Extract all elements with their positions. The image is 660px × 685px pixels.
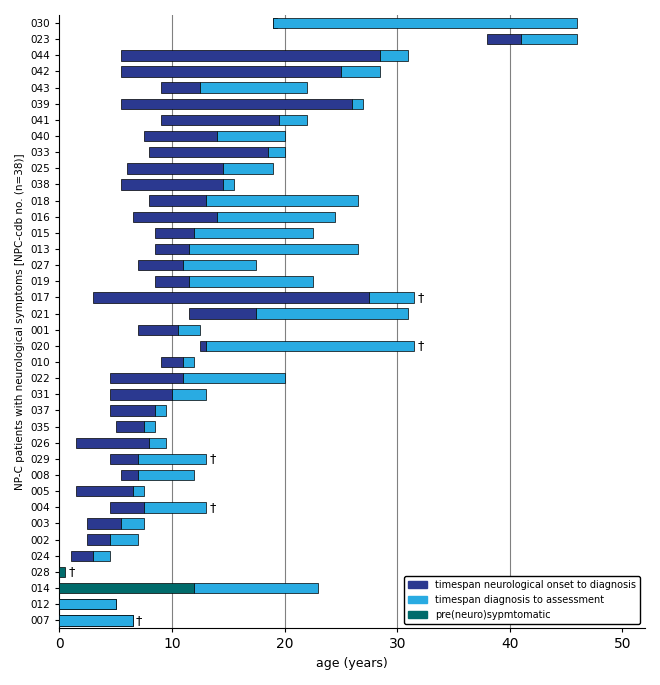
Bar	[222, 179, 234, 190]
Bar	[189, 276, 313, 286]
Bar	[178, 325, 200, 335]
Bar	[121, 99, 352, 109]
Bar	[149, 147, 268, 158]
Bar	[268, 147, 284, 158]
Bar	[121, 179, 222, 190]
Bar	[110, 453, 138, 464]
Bar	[110, 389, 172, 399]
Bar	[133, 212, 217, 222]
Bar	[93, 551, 110, 561]
Bar	[206, 195, 358, 206]
Bar	[110, 502, 144, 512]
Bar	[222, 163, 273, 173]
Bar	[144, 502, 206, 512]
X-axis label: age (years): age (years)	[316, 657, 388, 670]
Bar	[341, 66, 380, 77]
Text: †: †	[209, 452, 216, 465]
Text: †: †	[209, 501, 216, 514]
Bar	[279, 114, 307, 125]
Bar	[257, 308, 409, 319]
Bar	[195, 227, 313, 238]
Legend: timespan neurological onset to diagnosis, timespan diagnosis to assessment, pre(: timespan neurological onset to diagnosis…	[404, 576, 640, 623]
Bar	[110, 534, 138, 545]
Bar	[189, 308, 257, 319]
Bar	[155, 276, 189, 286]
Bar	[149, 438, 166, 448]
Bar	[155, 227, 195, 238]
Bar	[76, 486, 133, 497]
Bar	[149, 195, 206, 206]
Bar	[133, 486, 144, 497]
Bar	[217, 131, 284, 141]
Text: †: †	[418, 340, 424, 352]
Bar	[200, 82, 307, 93]
Bar	[121, 50, 380, 60]
Bar	[93, 292, 369, 303]
Bar	[76, 438, 149, 448]
Bar	[183, 260, 257, 271]
Bar	[521, 34, 578, 45]
Bar	[183, 357, 195, 367]
Bar	[138, 470, 195, 480]
Bar	[138, 260, 183, 271]
Y-axis label: NP-C patients with neurological symptoms [NPC-cdb no. (n=38)]: NP-C patients with neurological symptoms…	[15, 153, 25, 490]
Bar	[273, 18, 578, 28]
Bar	[59, 566, 65, 577]
Bar	[160, 114, 279, 125]
Bar	[59, 615, 133, 625]
Bar	[110, 406, 155, 416]
Bar	[121, 66, 341, 77]
Bar	[217, 212, 335, 222]
Bar	[380, 50, 409, 60]
Bar	[88, 519, 121, 529]
Bar	[71, 551, 93, 561]
Bar	[160, 357, 183, 367]
Bar	[273, 18, 277, 28]
Bar	[189, 244, 358, 254]
Bar	[144, 421, 155, 432]
Bar	[155, 406, 166, 416]
Bar	[487, 34, 521, 45]
Bar	[59, 599, 116, 610]
Bar	[160, 82, 200, 93]
Bar	[206, 340, 414, 351]
Bar	[121, 519, 144, 529]
Text: †: †	[418, 291, 424, 304]
Bar	[110, 373, 183, 384]
Bar	[127, 163, 222, 173]
Bar	[59, 583, 195, 593]
Text: †: †	[69, 565, 75, 578]
Bar	[144, 131, 217, 141]
Bar	[369, 292, 414, 303]
Bar	[138, 325, 178, 335]
Bar	[200, 340, 206, 351]
Bar	[115, 421, 144, 432]
Bar	[59, 599, 116, 610]
Bar	[59, 615, 133, 625]
Bar	[88, 534, 110, 545]
Bar	[121, 470, 138, 480]
Bar	[183, 373, 284, 384]
Bar	[155, 244, 189, 254]
Text: †: †	[136, 614, 143, 627]
Bar	[172, 389, 206, 399]
Bar	[138, 453, 206, 464]
Bar	[195, 583, 318, 593]
Bar	[352, 99, 364, 109]
